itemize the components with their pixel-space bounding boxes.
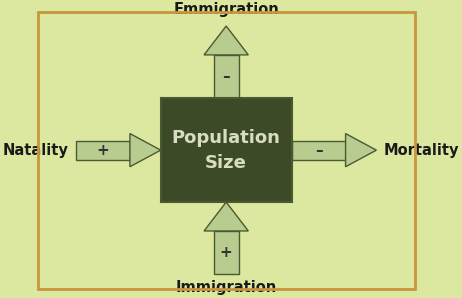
Bar (213, 55, 239, 98)
Bar (292, 141, 346, 159)
Polygon shape (130, 134, 161, 167)
Text: +: + (220, 245, 232, 260)
Bar (161, 98, 292, 202)
Text: Mortality: Mortality (384, 143, 460, 158)
Text: Population
Size: Population Size (172, 129, 280, 172)
Text: –: – (222, 69, 230, 84)
Text: Immigration: Immigration (176, 280, 277, 295)
Polygon shape (204, 202, 249, 231)
Polygon shape (204, 26, 249, 55)
Bar (76, 141, 130, 159)
Text: +: + (97, 143, 109, 158)
Bar (213, 231, 239, 274)
Text: Emmigration: Emmigration (173, 2, 279, 17)
Polygon shape (346, 134, 377, 167)
Text: Natality: Natality (2, 143, 68, 158)
Text: –: – (315, 143, 322, 158)
